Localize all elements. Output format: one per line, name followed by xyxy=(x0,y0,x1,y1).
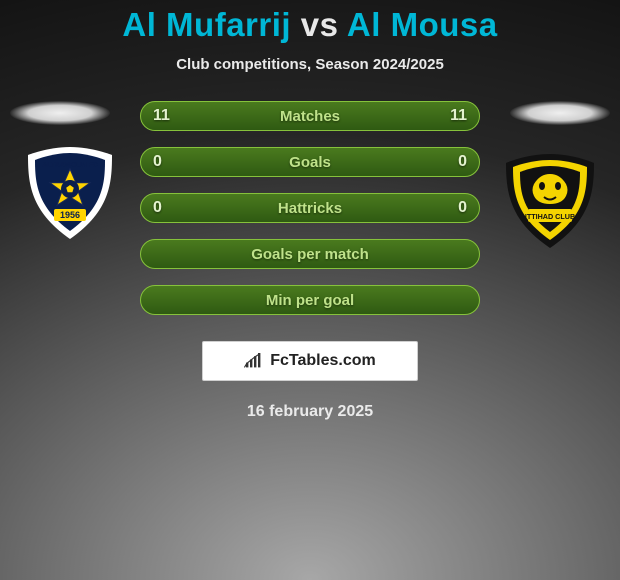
stat-value-right: 11 xyxy=(450,107,467,125)
site-attribution: FcTables.com xyxy=(202,341,418,381)
stat-value-left: 0 xyxy=(153,199,162,217)
comparison-arena: ALTAAWOUN FC 1956 xyxy=(0,101,620,421)
club-right-badge: ITTIHAD CLUB xyxy=(500,151,600,251)
stat-value-left: 0 xyxy=(153,153,162,171)
club-left-badge: ALTAAWOUN FC 1956 xyxy=(20,143,120,243)
stat-label: Hattricks xyxy=(278,200,342,217)
stat-label: Goals xyxy=(289,154,331,171)
stat-bar: Min per goal xyxy=(140,285,480,315)
date-line: 16 february 2025 xyxy=(0,403,620,421)
player1-shadow xyxy=(10,101,110,125)
stat-value-right: 0 xyxy=(458,153,467,171)
stat-bar: 11 Matches 11 xyxy=(140,101,480,131)
stat-bar: Goals per match xyxy=(140,239,480,269)
club-right-name: ITTIHAD CLUB xyxy=(525,212,575,221)
altaawoun-crest-icon: ALTAAWOUN FC 1956 xyxy=(20,143,120,243)
player2-name: Al Mousa xyxy=(347,6,498,43)
site-label: FcTables.com xyxy=(270,352,376,370)
player2-shadow xyxy=(510,101,610,125)
stat-label: Min per goal xyxy=(266,292,354,309)
stat-value-right: 0 xyxy=(458,199,467,217)
stat-label: Matches xyxy=(280,108,340,125)
club-left-year: 1956 xyxy=(60,210,80,220)
vs-separator: vs xyxy=(301,6,339,43)
stat-label: Goals per match xyxy=(251,246,369,263)
stat-bar: 0 Goals 0 xyxy=(140,147,480,177)
content-root: Al Mufarrij vs Al Mousa Club competition… xyxy=(0,0,620,421)
ittihad-crest-icon: ITTIHAD CLUB xyxy=(500,151,600,251)
player1-name: Al Mufarrij xyxy=(122,6,291,43)
stat-bars: 11 Matches 11 0 Goals 0 0 Hattricks 0 Goals per m… xyxy=(140,101,480,315)
stat-value-left: 11 xyxy=(153,107,170,125)
stat-bar: 0 Hattricks 0 xyxy=(140,193,480,223)
subtitle: Club competitions, Season 2024/2025 xyxy=(0,56,620,73)
barchart-icon xyxy=(244,353,264,369)
page-title: Al Mufarrij vs Al Mousa xyxy=(0,6,620,44)
